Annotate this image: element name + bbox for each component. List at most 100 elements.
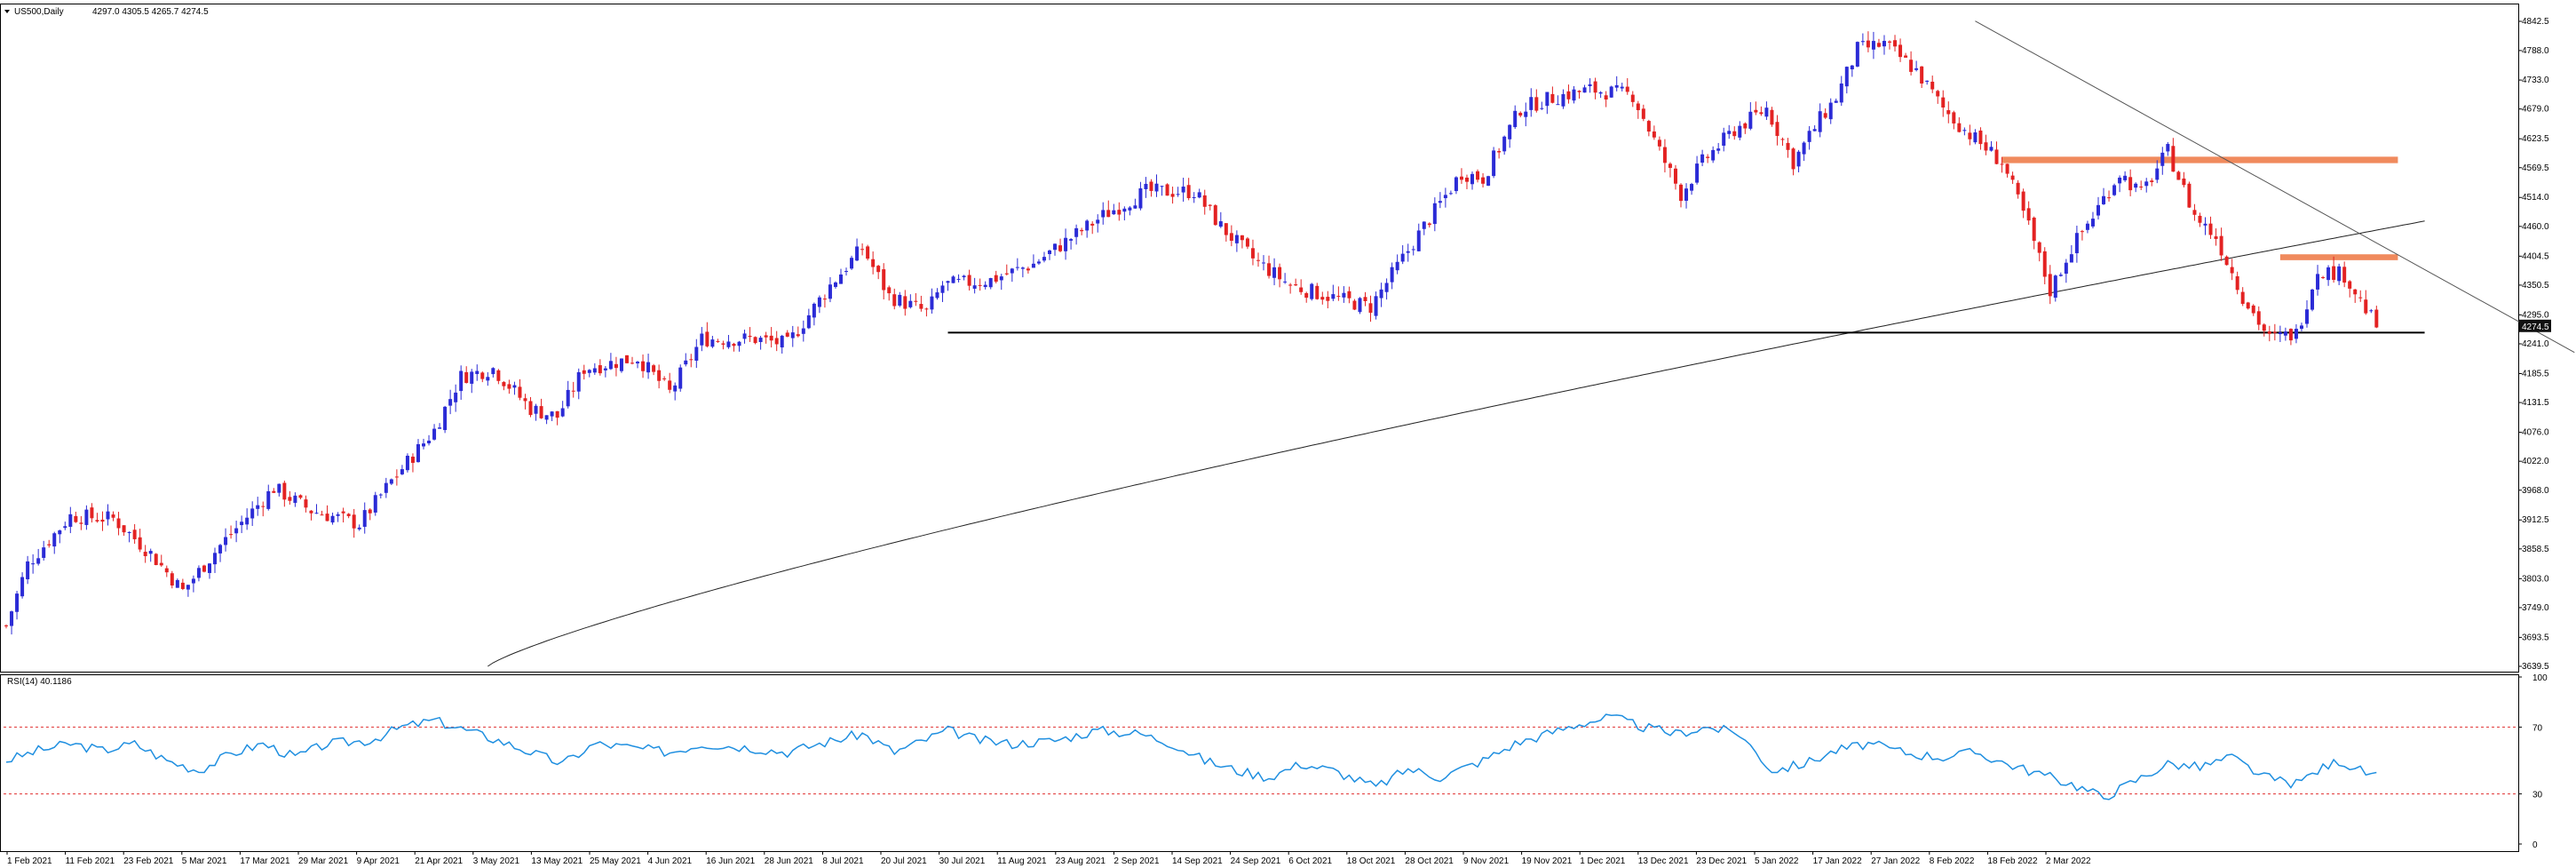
candle [1662,139,1667,173]
candle [400,465,404,475]
candle [1486,175,1491,187]
candle [951,275,955,283]
candle [1984,134,1988,155]
rsi-layer [4,713,2518,800]
time-tick-label: 5 Jan 2022 [1755,856,1799,866]
candle [2182,171,2186,187]
candle [288,490,292,506]
candle [790,325,795,347]
candle [1652,125,1656,140]
candle [2374,306,2379,329]
candle [1582,84,1587,93]
candle [582,364,586,380]
candle [1914,60,1919,72]
candle [1524,102,1528,127]
candle [1326,291,1330,309]
price-tick-label: 3693.5 [2522,633,2549,642]
candle [1641,104,1645,122]
candle [1941,90,1946,117]
candle [2085,220,2089,234]
candle [1791,147,1795,176]
candle [1679,183,1684,208]
candle [1668,162,1672,178]
candle [544,415,549,425]
candle [2166,141,2170,156]
candle [1149,179,1153,197]
price-panel[interactable] [0,4,2519,673]
candle [1432,197,1437,232]
candle [860,243,865,256]
candle [2016,179,2020,199]
price-tick-label: 4460.0 [2522,222,2549,232]
candle [1064,228,1068,260]
resistance-zone[interactable] [2279,254,2398,260]
candle [68,506,73,534]
moving-average-line [487,220,2425,667]
candle [63,522,67,530]
candle [2074,226,2079,263]
candle [336,512,340,522]
candle [2364,290,2368,315]
candle [1224,223,1228,242]
symbol-label: US500,Daily [14,7,64,17]
candle [1208,203,1212,211]
candle [2026,201,2031,226]
resistance-zone[interactable] [2001,156,2398,163]
candle [705,322,709,348]
candle [2171,138,2176,172]
candle [1716,142,1721,155]
candle [100,511,105,531]
candle [523,394,527,410]
collapse-triangle-icon[interactable] [4,10,10,13]
price-tick-label: 3639.5 [2522,662,2549,672]
candle [2118,175,2122,193]
candle [405,453,409,473]
rsi-axis: 100 70 30 0 [2518,673,2548,850]
candle [850,255,854,270]
candle [2304,299,2309,328]
candle [801,320,805,342]
time-tick-label: 19 Nov 2021 [1522,856,1573,866]
candle [438,423,442,429]
candle [47,539,52,548]
candle [1096,214,1100,233]
candle [1957,117,1962,133]
candle [560,401,565,418]
candle [1422,221,1426,235]
rsi-panel[interactable] [0,674,2519,852]
candle [1384,278,1389,300]
annotations-layer[interactable] [947,20,2575,354]
time-tick-label: 11 Aug 2021 [997,856,1047,866]
candle [159,554,163,567]
candle [502,380,506,391]
time-tick-label: 28 Jun 2021 [765,856,813,866]
candle [2369,308,2374,314]
candle [1481,172,1486,188]
rsi-tick-label: 0 [2532,840,2538,850]
candle [373,491,377,516]
time-tick-label: 5 Mar 2021 [182,856,227,866]
time-tick-label: 24 Sep 2021 [1231,856,1281,866]
time-tick-label: 1 Feb 2021 [7,856,52,866]
candle [518,378,522,401]
time-tick-label: 17 Mar 2021 [240,856,290,866]
candle [2037,241,2041,262]
candle [2256,306,2261,330]
candle [646,354,651,379]
candle [785,330,789,338]
candle [716,338,720,343]
candle [721,340,725,350]
candle [780,334,784,354]
candle [106,504,110,526]
candle [587,369,591,378]
candle [1170,187,1175,204]
candle [1780,137,1785,147]
candle [1294,278,1298,286]
time-tick-label: 28 Oct 2021 [1405,856,1454,866]
candle [1085,219,1090,238]
time-tick-label: 3 May 2021 [473,856,520,866]
candle [882,263,886,299]
trendline[interactable] [1975,20,2575,354]
candle [454,384,458,412]
